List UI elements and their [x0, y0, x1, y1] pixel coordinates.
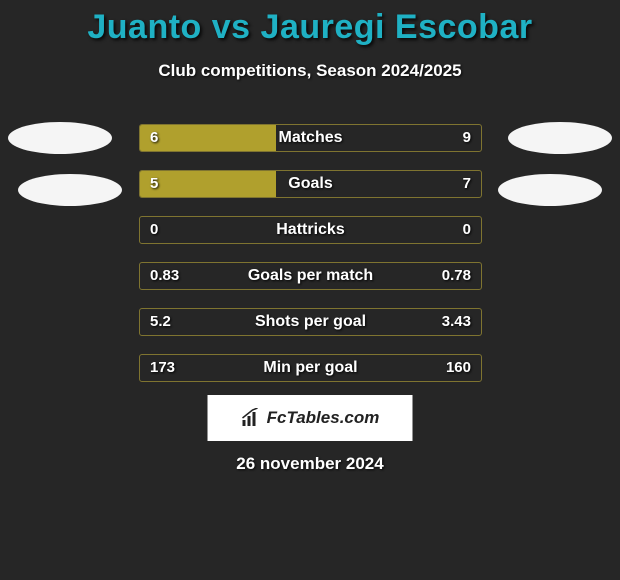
player-left-avatar-1 [8, 122, 112, 154]
stat-row: 5.2Shots per goal3.43 [139, 308, 482, 336]
stat-row: 0Hattricks0 [139, 216, 482, 244]
stat-label: Shots per goal [140, 309, 481, 335]
chart-icon [241, 408, 261, 428]
watermark-badge: FcTables.com [208, 395, 413, 441]
stat-label: Matches [140, 125, 481, 151]
stat-label: Hattricks [140, 217, 481, 243]
stat-value-right: 9 [463, 125, 471, 151]
player-right-avatar-2 [498, 174, 602, 206]
stat-value-right: 0.78 [442, 263, 471, 289]
stat-row: 0.83Goals per match0.78 [139, 262, 482, 290]
stat-label: Goals per match [140, 263, 481, 289]
page-title: Juanto vs Jauregi Escobar [0, 0, 620, 47]
player-right-avatar-1 [508, 122, 612, 154]
stat-row: 5Goals7 [139, 170, 482, 198]
stat-value-right: 160 [446, 355, 471, 381]
stat-row: 173Min per goal160 [139, 354, 482, 382]
watermark-text: FcTables.com [267, 408, 380, 428]
stat-value-right: 7 [463, 171, 471, 197]
stat-value-right: 3.43 [442, 309, 471, 335]
stat-label: Goals [140, 171, 481, 197]
stat-row: 6Matches9 [139, 124, 482, 152]
stats-chart: 6Matches9 5Goals7 0Hattricks0 0.83Goals per… [139, 124, 482, 400]
subtitle: Club competitions, Season 2024/2025 [0, 61, 620, 81]
date-label: 26 november 2024 [0, 454, 620, 474]
player-left-avatar-2 [18, 174, 122, 206]
stat-value-right: 0 [463, 217, 471, 243]
stat-label: Min per goal [140, 355, 481, 381]
